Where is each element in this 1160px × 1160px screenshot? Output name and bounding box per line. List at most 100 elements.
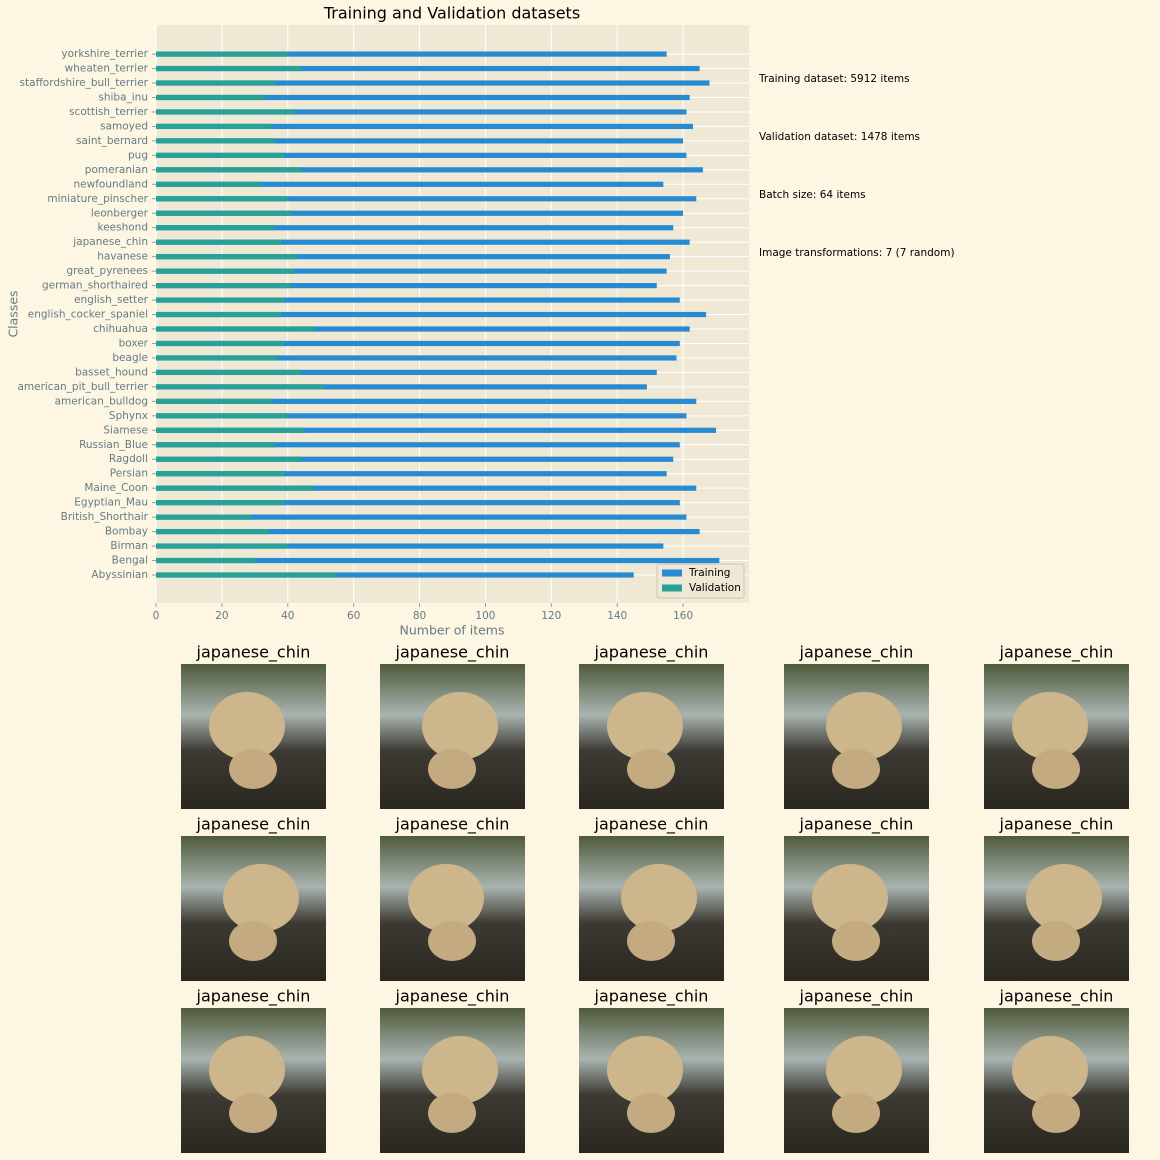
bar — [156, 297, 680, 303]
bar — [156, 369, 657, 376]
bar — [156, 369, 301, 376]
x-tick-label: 140 — [607, 610, 627, 622]
y-tick-label: english_cocker_spaniel — [28, 309, 148, 321]
bar — [156, 514, 687, 520]
image-dog-legs — [832, 1093, 880, 1133]
chart-title: Training and Validation datasets — [323, 4, 580, 23]
image-dog — [223, 864, 299, 932]
y-tick-label: english_setter — [74, 294, 149, 306]
image-title: japanese_chin — [594, 815, 709, 835]
bar — [156, 109, 687, 115]
image-dog-legs — [229, 749, 277, 789]
bar — [156, 254, 298, 260]
legend-swatch — [662, 569, 682, 577]
bar — [156, 225, 275, 231]
bar — [156, 471, 285, 477]
image-dog-legs — [1032, 921, 1080, 961]
bar — [156, 51, 667, 57]
x-tick-label: 160 — [673, 610, 693, 622]
image-dog — [826, 1036, 902, 1104]
y-tick-label: scottish_terrier — [69, 106, 149, 118]
bar — [156, 167, 703, 173]
y-tick-label: japanese_chin — [72, 236, 148, 248]
image-dog — [812, 864, 888, 932]
y-tick-label: miniature_pinscher — [47, 193, 148, 205]
bar — [156, 384, 325, 390]
image-title: japanese_chin — [395, 643, 510, 663]
bar — [156, 283, 292, 289]
y-tick-label: wheaten_terrier — [65, 63, 149, 75]
bar — [156, 456, 301, 462]
bar — [156, 239, 282, 245]
image-dog — [1026, 864, 1102, 932]
bar — [156, 181, 262, 187]
bar — [156, 196, 697, 202]
bar — [156, 65, 301, 72]
bar — [156, 528, 269, 535]
y-tick-label: Sphynx — [109, 410, 148, 422]
y-tick-label: german_shorthaired — [42, 280, 148, 292]
bar — [156, 239, 690, 245]
bar — [156, 456, 674, 462]
y-tick-label: saint_bernard — [76, 135, 148, 147]
bar — [156, 427, 305, 433]
bar — [156, 543, 288, 549]
bar — [156, 398, 272, 404]
image-dog — [607, 1036, 683, 1104]
x-tick-label: 0 — [153, 610, 160, 622]
image-dog — [1012, 692, 1088, 760]
bar — [156, 181, 664, 187]
bar — [156, 355, 677, 361]
bar — [156, 225, 674, 231]
image-dog — [1012, 1036, 1088, 1104]
bar — [156, 80, 275, 86]
bar — [156, 572, 634, 578]
bar — [156, 109, 295, 115]
bar — [156, 413, 687, 419]
y-tick-label: Ragdoll — [109, 453, 148, 465]
y-tick-label: american_pit_bull_terrier — [17, 381, 148, 393]
bar — [156, 123, 272, 130]
image-title: japanese_chin — [799, 643, 914, 663]
bar — [156, 311, 282, 318]
image-title: japanese_chin — [999, 987, 1114, 1007]
info-text: Training dataset: 5912 items — [758, 73, 910, 85]
bar — [156, 557, 255, 564]
y-tick-label: shiba_inu — [98, 91, 148, 103]
x-tick-label: 20 — [215, 610, 228, 622]
y-tick-label: yorkshire_terrier — [61, 48, 148, 60]
image-title: japanese_chin — [196, 987, 311, 1007]
bar — [156, 167, 301, 173]
bar — [156, 384, 647, 390]
y-tick-label: Bengal — [112, 555, 148, 567]
image-title: japanese_chin — [799, 987, 914, 1007]
y-tick-label: american_bulldog — [55, 395, 148, 407]
y-tick-label: basset_hound — [75, 366, 148, 378]
image-dog-legs — [428, 1093, 476, 1133]
x-tick-label: 100 — [475, 610, 495, 622]
info-text: Image transformations: 7 (7 random) — [759, 247, 955, 259]
bar — [156, 485, 315, 491]
legend-label: Training — [688, 567, 730, 579]
bar — [156, 123, 693, 130]
image-title: japanese_chin — [594, 643, 709, 663]
image-dog — [209, 1036, 285, 1104]
image-dog-legs — [1032, 749, 1080, 789]
y-tick-label: boxer — [119, 337, 149, 349]
y-tick-label: British_Shorthair — [61, 511, 149, 523]
bar — [156, 138, 275, 144]
bar — [156, 543, 664, 549]
bar — [156, 326, 690, 332]
bar — [156, 94, 265, 101]
bar — [156, 398, 697, 404]
legend-swatch — [662, 584, 682, 592]
bar — [156, 413, 288, 419]
y-tick-label: Russian_Blue — [79, 439, 148, 451]
x-tick-label: 40 — [281, 610, 294, 622]
bar — [156, 210, 684, 216]
bar — [156, 528, 700, 535]
x-axis-label: Number of items — [400, 623, 505, 638]
bar — [156, 138, 684, 144]
image-dog — [209, 692, 285, 760]
